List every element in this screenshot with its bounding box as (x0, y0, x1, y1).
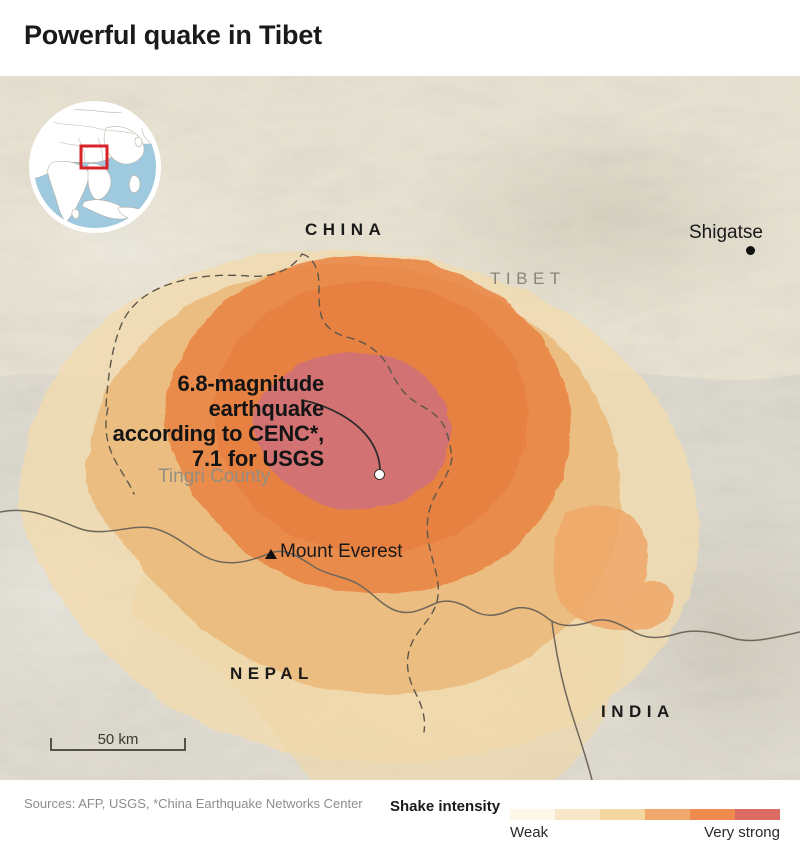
scale-bar-line (50, 749, 186, 751)
legend-low-label: Weak (510, 824, 549, 841)
legend-swatch-6 (735, 809, 780, 820)
international-borders (0, 509, 800, 780)
callout-leader-line (301, 399, 381, 473)
administrative-boundaries (105, 253, 453, 733)
page-title: Powerful quake in Tibet (24, 20, 322, 50)
callout-line-1: 6.8-magnitude (177, 371, 324, 396)
legend-high-label: Very strong (704, 824, 780, 841)
shake-intensity-zones (18, 249, 700, 780)
legend-swatch-1 (510, 809, 555, 820)
globe-region-highlight (79, 144, 109, 170)
scale-bar-tick-left (50, 738, 52, 751)
scale-bar-tick-right (184, 738, 186, 751)
shake-zone-extreme (254, 351, 451, 510)
globe-landmass (32, 104, 158, 224)
scale-bar: 50 km (50, 731, 186, 757)
callout-line-2: earthquake (208, 395, 325, 421)
footer-bar: Sources: AFP, USGS, *China Earthquake Ne… (0, 780, 800, 845)
locator-globe (29, 101, 161, 233)
epicenter-marker[interactable] (374, 469, 385, 480)
callout-line-3: according to CENC*, (112, 420, 325, 446)
city-dot-shigatse (746, 246, 755, 255)
legend-swatch-5 (690, 809, 735, 820)
scale-bar-label: 50 km (97, 731, 139, 748)
legend-swatch-3 (600, 809, 645, 820)
shake-zone-moderate-east (553, 505, 674, 633)
callout-line-4: 7.1 for USGS (191, 445, 324, 471)
legend-title: Shake intensity (390, 798, 501, 815)
sources-note: Sources: AFP, USGS, *China Earthquake Ne… (24, 796, 363, 811)
map-canvas[interactable]: CHINA TIBET Tingri County Shigatse Mount… (0, 76, 800, 780)
quake-callout: 6.8-magnitude earthquake according to CE… (24, 371, 325, 471)
legend-color-ramp (510, 809, 780, 820)
legend-swatch-4 (645, 809, 690, 820)
mountain-peak-icon (265, 549, 277, 559)
legend-swatch-2 (555, 809, 600, 820)
header-bar: Powerful quake in Tibet (0, 0, 800, 76)
shake-intensity-legend: Shake intensity Weak Very strong (390, 793, 782, 841)
